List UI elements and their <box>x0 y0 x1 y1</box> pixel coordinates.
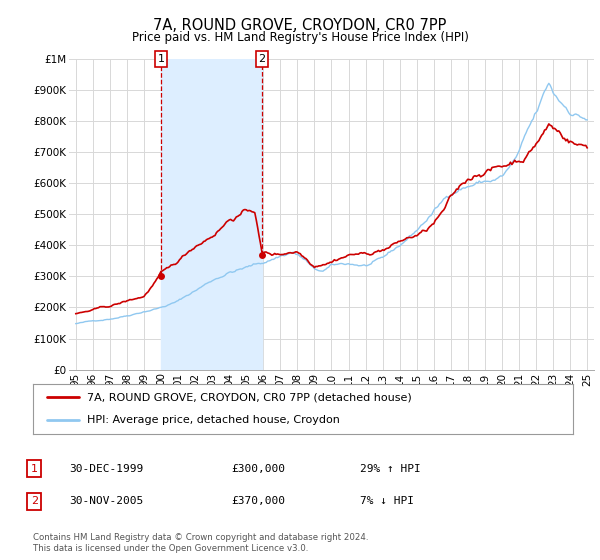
Text: 30-DEC-1999: 30-DEC-1999 <box>69 464 143 474</box>
Text: 7% ↓ HPI: 7% ↓ HPI <box>360 496 414 506</box>
Text: 1: 1 <box>158 54 164 64</box>
Text: 30-NOV-2005: 30-NOV-2005 <box>69 496 143 506</box>
Text: £370,000: £370,000 <box>231 496 285 506</box>
Text: 7A, ROUND GROVE, CROYDON, CR0 7PP (detached house): 7A, ROUND GROVE, CROYDON, CR0 7PP (detac… <box>87 392 412 402</box>
Text: 2: 2 <box>259 54 266 64</box>
Text: £300,000: £300,000 <box>231 464 285 474</box>
Text: 1: 1 <box>31 464 38 474</box>
Text: 29% ↑ HPI: 29% ↑ HPI <box>360 464 421 474</box>
Text: 7A, ROUND GROVE, CROYDON, CR0 7PP: 7A, ROUND GROVE, CROYDON, CR0 7PP <box>154 18 446 33</box>
Text: HPI: Average price, detached house, Croydon: HPI: Average price, detached house, Croy… <box>87 416 340 426</box>
Text: Price paid vs. HM Land Registry's House Price Index (HPI): Price paid vs. HM Land Registry's House … <box>131 31 469 44</box>
Bar <box>161 59 262 370</box>
Text: Contains HM Land Registry data © Crown copyright and database right 2024.
This d: Contains HM Land Registry data © Crown c… <box>33 533 368 553</box>
Text: 2: 2 <box>31 496 38 506</box>
